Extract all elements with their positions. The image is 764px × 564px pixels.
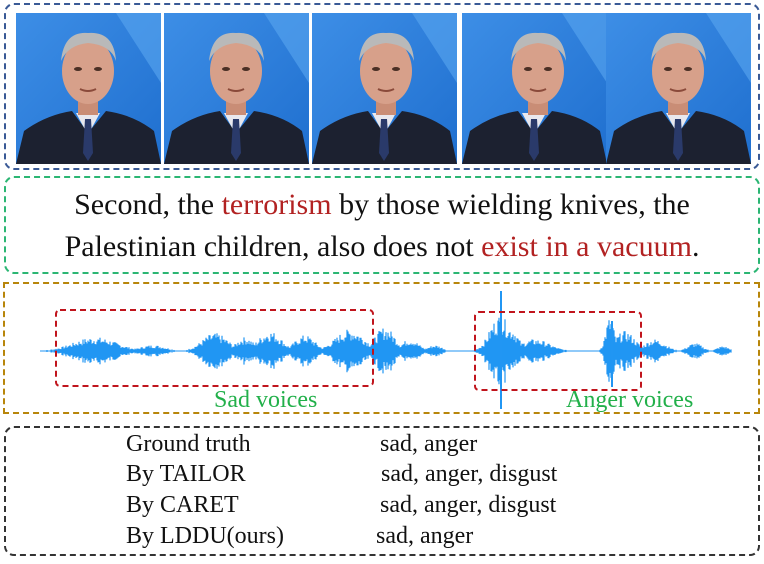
transcript-segment: Palestinian children, also does not xyxy=(64,230,482,263)
highlighted-phrase: exist in a vacuum xyxy=(481,230,692,263)
video-frame xyxy=(462,13,607,164)
result-row: Ground truth sad, anger xyxy=(6,431,756,461)
predicted-labels: sad, anger xyxy=(376,523,474,549)
video-frame xyxy=(312,13,457,164)
transcript-segment: Second, the xyxy=(74,188,222,221)
method-name: By LDDU(ours) xyxy=(126,523,284,549)
method-name: By TAILOR xyxy=(126,461,246,487)
method-name: By CARET xyxy=(126,492,239,518)
method-name: Ground truth xyxy=(126,431,251,457)
results-panel: Ground truth sad, anger By TAILOR sad, a… xyxy=(4,426,760,556)
video-frame xyxy=(606,13,751,164)
video-frames-panel xyxy=(4,3,760,170)
sad-region-box xyxy=(55,309,374,387)
audio-waveform xyxy=(40,291,732,409)
video-frame xyxy=(16,13,161,164)
predicted-labels: sad, anger, disgust xyxy=(380,492,557,518)
transcript-text: Second, the terrorism by those wielding … xyxy=(6,184,758,268)
transcript-segment: by those wielding knives, the xyxy=(331,188,690,221)
audio-panel: Sad voices Anger voices xyxy=(3,282,760,414)
result-row: By CARET sad, anger, disgust xyxy=(6,492,756,522)
highlighted-phrase: terrorism xyxy=(221,188,332,221)
predicted-labels: sad, anger xyxy=(380,431,478,457)
anger-voices-label: Anger voices xyxy=(566,387,694,413)
predicted-labels: sad, anger, disgust xyxy=(381,461,558,487)
result-row: By TAILOR sad, anger, disgust xyxy=(6,461,756,491)
transcript-segment: . xyxy=(691,230,700,263)
transcript-panel: Second, the terrorism by those wielding … xyxy=(4,176,760,274)
sad-voices-label: Sad voices xyxy=(214,387,318,413)
video-frame xyxy=(164,13,309,164)
result-row: By LDDU(ours) sad, anger xyxy=(6,523,756,553)
